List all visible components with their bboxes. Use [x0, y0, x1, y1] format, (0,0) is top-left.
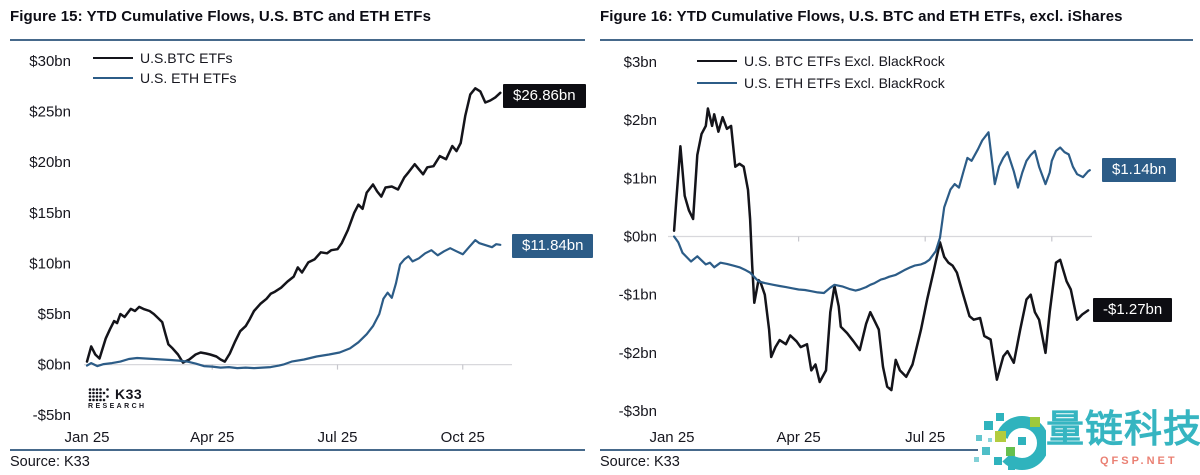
svg-text:-$5bn: -$5bn: [33, 407, 71, 424]
svg-text:$20bn: $20bn: [29, 154, 71, 171]
figure15-eth-value-label: $11.84bn: [512, 234, 594, 258]
svg-text:-$3bn: -$3bn: [619, 403, 657, 420]
svg-text:$2bn: $2bn: [624, 112, 657, 129]
svg-text:Jan 25: Jan 25: [649, 429, 694, 446]
figure15-btc-value-label: $26.86bn: [503, 84, 586, 108]
svg-text:Jul 25: Jul 25: [905, 429, 945, 446]
figure16-source: Source: K33: [600, 454, 680, 470]
figure15-title-rule: [10, 39, 585, 41]
legend-item-btc-excl: U.S. BTC ETFs Excl. BlackRock: [697, 53, 945, 69]
figure16-btc-value-label: -$1.27bn: [1093, 298, 1173, 322]
figure16-eth-value-label: $1.14bn: [1102, 158, 1177, 182]
eth-line-swatch: [697, 82, 737, 84]
svg-text:Apr 25: Apr 25: [190, 429, 234, 446]
svg-text:$30bn: $30bn: [29, 53, 71, 70]
legend-label: U.S.BTC ETFs: [140, 50, 233, 66]
figure15-legend: U.S.BTC ETFs U.S. ETH ETFs: [93, 50, 236, 86]
k33-name: K33: [115, 386, 143, 402]
figure16-title-rule: [600, 39, 1193, 41]
svg-text:$0bn: $0bn: [38, 357, 71, 374]
watermark-text: 量链科技: [1046, 409, 1200, 451]
svg-text:$25bn: $25bn: [29, 104, 71, 121]
svg-text:Oct 25: Oct 25: [441, 429, 485, 446]
figure15-source-rule: [10, 449, 585, 451]
watermark: 量链科技 QFSP.NET: [972, 405, 1200, 475]
svg-text:Jul 25: Jul 25: [317, 429, 357, 446]
legend-label: U.S. ETH ETFs Excl. BlackRock: [744, 75, 945, 91]
legend-item-eth: U.S. ETH ETFs: [93, 70, 236, 86]
svg-text:$5bn: $5bn: [38, 306, 71, 323]
figure16-legend: U.S. BTC ETFs Excl. BlackRock U.S. ETH E…: [697, 53, 945, 91]
k33-dots-icon: [88, 387, 109, 401]
svg-text:$15bn: $15bn: [29, 205, 71, 222]
eth-line-swatch: [93, 77, 133, 79]
legend-item-btc: U.S.BTC ETFs: [93, 50, 236, 66]
svg-text:$0bn: $0bn: [624, 229, 657, 246]
legend-item-eth-excl: U.S. ETH ETFs Excl. BlackRock: [697, 75, 945, 91]
legend-label: U.S. ETH ETFs: [140, 70, 237, 86]
k33-research-logo: K33 RESEARCH: [88, 386, 146, 410]
watermark-logo-icon: [974, 413, 1046, 470]
svg-text:$1bn: $1bn: [624, 170, 657, 187]
svg-text:-$2bn: -$2bn: [619, 345, 657, 362]
btc-line-swatch: [697, 60, 737, 62]
legend-label: U.S. BTC ETFs Excl. BlackRock: [744, 53, 945, 69]
svg-text:$3bn: $3bn: [624, 54, 657, 71]
svg-text:-$1bn: -$1bn: [619, 287, 657, 304]
figure16-source-rule: [600, 449, 978, 451]
watermark-site: QFSP.NET: [1100, 455, 1178, 467]
btc-line-swatch: [93, 57, 133, 59]
svg-text:Apr 25: Apr 25: [776, 429, 820, 446]
k33-subtitle: RESEARCH: [88, 403, 147, 410]
svg-text:Jan 25: Jan 25: [64, 429, 109, 446]
svg-text:$10bn: $10bn: [29, 255, 71, 272]
figure15-title: Figure 15: YTD Cumulative Flows, U.S. BT…: [10, 8, 432, 25]
figure15-source: Source: K33: [10, 454, 90, 470]
figure16-title: Figure 16: YTD Cumulative Flows, U.S. BT…: [600, 8, 1123, 25]
